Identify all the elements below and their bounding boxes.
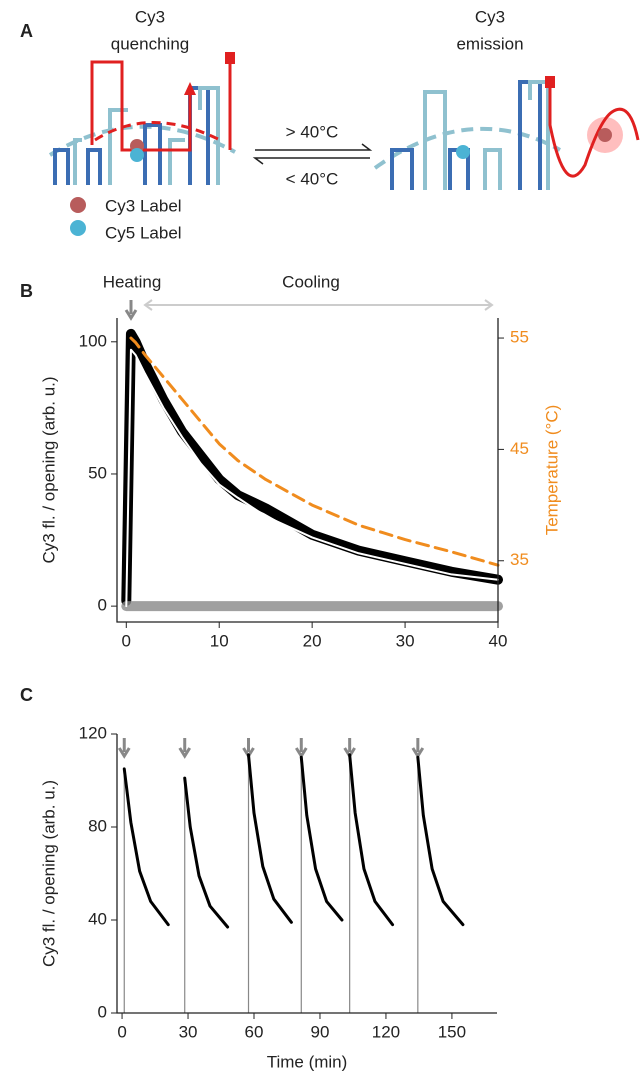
- y-tick-label: 50: [88, 463, 107, 482]
- panel-b-deco: Heating Cooling: [103, 272, 494, 321]
- heating-arrow: [295, 738, 308, 759]
- x-tick-label: 40: [489, 631, 508, 650]
- title: emission: [456, 34, 523, 53]
- y-axis-title: Cy3 fl. / opening (arb. u.): [39, 376, 58, 563]
- cooling-arrow: [143, 299, 494, 311]
- legend-marker: [70, 220, 86, 236]
- annotation: Cooling: [282, 272, 340, 291]
- series-line: [122, 767, 170, 927]
- panel-a: A Cy3 quenching Cy3 emission > 40°C < 40…: [20, 7, 640, 242]
- x-tick-label: 0: [122, 631, 131, 650]
- series-line: [247, 753, 293, 924]
- x-tick-label: 60: [245, 1022, 264, 1041]
- series-line: [125, 348, 499, 608]
- strand: [73, 86, 220, 185]
- series-line: [416, 755, 465, 927]
- y2-axis-title: Temperature (°C): [542, 405, 561, 536]
- x-tick-label: 20: [303, 631, 322, 650]
- legend-label: Cy5 Label: [105, 223, 182, 242]
- x-tick-label: 10: [210, 631, 229, 650]
- title: Cy3: [475, 7, 505, 26]
- x-tick-label: 120: [372, 1022, 400, 1041]
- x-tick-label: 30: [179, 1022, 198, 1041]
- x-tick-label: 150: [438, 1022, 466, 1041]
- cy5-dot: [130, 148, 144, 162]
- equilibrium-arrows: [252, 143, 373, 165]
- y-tick-label: 0: [98, 1002, 107, 1021]
- heating-arrow: [242, 738, 255, 759]
- x-tick-label: 0: [117, 1022, 126, 1041]
- annotation: Heating: [103, 272, 162, 291]
- y2-tick-label: 35: [510, 550, 529, 569]
- x-tick-label: 30: [396, 631, 415, 650]
- heating-arrow: [178, 738, 192, 759]
- series-line: [348, 753, 395, 927]
- panel-label: A: [20, 21, 33, 41]
- label-square: [545, 76, 555, 88]
- heating-arrow: [124, 300, 138, 321]
- dashed-arc: [373, 126, 561, 170]
- y-tick-label: 120: [79, 723, 107, 742]
- series-line: [129, 336, 500, 567]
- axis-frame: [116, 734, 497, 1014]
- arrow-head: [184, 82, 196, 95]
- red-dash: [94, 121, 221, 142]
- y-axis-title: Cy3 fl. / opening (arb. u.): [39, 780, 58, 967]
- dashed-arc: [48, 124, 236, 157]
- y-tick-label: 40: [88, 909, 107, 928]
- axis-frame: [116, 318, 499, 623]
- y2-tick-label: 55: [510, 328, 529, 347]
- red-strand: [90, 60, 232, 152]
- condition: < 40°C: [286, 169, 339, 188]
- label-square: [225, 52, 235, 64]
- title: quenching: [111, 34, 189, 53]
- heating-arrow: [411, 738, 425, 759]
- heating-arrow: [343, 738, 356, 759]
- y-tick-label: 80: [88, 816, 107, 835]
- red-strand: [548, 82, 640, 178]
- x-axis-title: Time (min): [267, 1052, 348, 1071]
- y-tick-label: 100: [79, 331, 107, 350]
- cy5-dot: [456, 145, 470, 159]
- legend-label: Cy3 Label: [105, 196, 182, 215]
- panel-label: B: [20, 281, 33, 301]
- strand: [423, 80, 550, 190]
- y2-tick-label: 45: [510, 439, 529, 458]
- panel-label: C: [20, 685, 33, 705]
- y-tick-label: 0: [98, 596, 107, 615]
- strand: [390, 80, 542, 190]
- title: Cy3: [135, 7, 165, 26]
- heating-arrow: [117, 738, 131, 759]
- condition: > 40°C: [286, 122, 339, 141]
- legend-marker: [70, 197, 86, 213]
- series-line: [183, 776, 230, 929]
- cy3-dot: [598, 128, 612, 142]
- series-line: [299, 755, 344, 922]
- data-band: [121, 328, 503, 606]
- strand: [53, 86, 210, 185]
- x-tick-label: 90: [311, 1022, 330, 1041]
